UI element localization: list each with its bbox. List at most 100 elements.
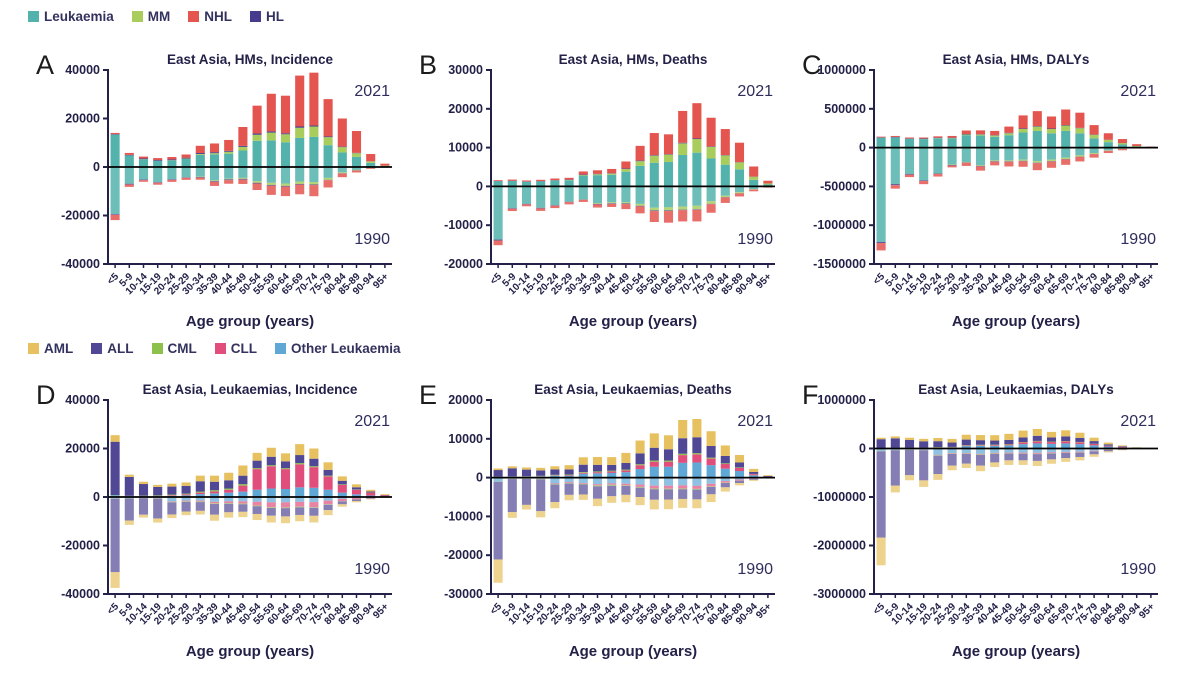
bar-segment-2021-hl <box>280 133 291 135</box>
bar-segment-2021-nhl <box>224 139 234 151</box>
bar-segment-1990-all <box>153 498 163 519</box>
bar-segment-2021-mm <box>1032 126 1042 131</box>
bar-segment-2021-nhl <box>1075 112 1085 128</box>
bar-segment-2021-all <box>649 447 659 461</box>
bar-segment-2021-other-leukaemia <box>1046 443 1057 449</box>
bar-segment-1990-all <box>366 498 376 499</box>
bar-segment-1990-all <box>1004 453 1014 461</box>
bar-segment-1990-all <box>876 451 886 538</box>
bar-segment-2021-mm <box>734 162 745 170</box>
bar-segment-1990-all <box>678 489 688 499</box>
bar-segment-2021-cll <box>990 445 1000 446</box>
legend-hm: Leukaemia MM NHL HL <box>28 9 284 24</box>
bar-segment-1990-all <box>1018 453 1028 461</box>
bar-segment-1990-other-leukaemia <box>933 448 943 455</box>
bar-segment-1990-all <box>933 455 943 475</box>
bar-segment-1990-cll <box>224 501 234 504</box>
bar-segment-1990-aml <box>138 514 149 518</box>
bar-segment-1990-cml <box>266 507 276 508</box>
bar-segment-2021-aml <box>919 438 929 442</box>
panel-C-letter: C <box>802 50 822 80</box>
bar-segment-1990-nhl <box>749 189 759 192</box>
x-axis-title: Age group (years) <box>186 643 314 660</box>
bar-segment-2021-nhl <box>947 135 957 138</box>
bar-segment-2021-other-leukaemia <box>351 494 362 497</box>
bar-segment-2021-leukaemia <box>990 136 1000 148</box>
bar-segment-1990-cml <box>692 488 702 490</box>
bar-segment-1990-mm <box>224 178 234 180</box>
bar-segment-1990-nhl <box>990 161 1000 166</box>
bar-segment-2021-all <box>124 476 134 496</box>
bar-segment-2021-aml <box>890 436 900 439</box>
legend-leuk-label: AML <box>44 341 74 356</box>
bar-segment-1990-all <box>323 504 333 511</box>
bar-segment-1990-other-leukaemia <box>337 497 347 499</box>
x-tick-label: 95+ <box>754 271 774 291</box>
bar-segment-1990-nhl <box>621 204 631 210</box>
bar-segment-2021-nhl <box>380 163 390 166</box>
bar-segment-1990-cll <box>238 501 248 504</box>
bar-segment-1990-leukaemia <box>209 167 220 181</box>
legend-leuk-item-cll: CLL <box>214 341 257 356</box>
bar-segment-2021-aml <box>876 437 886 440</box>
bar-segment-1990-aml <box>124 520 134 525</box>
bar-segment-1990-mm <box>621 202 631 204</box>
bar-segment-1990-cll <box>351 498 362 500</box>
bar-segment-2021-aml <box>904 437 915 440</box>
bar-segment-2021-other-leukaemia <box>607 472 617 478</box>
bar-segment-2021-nhl <box>209 143 220 153</box>
bar-segment-2021-aml <box>663 435 674 450</box>
bar-segment-1990-cll <box>990 452 1000 454</box>
bar-segment-1990-cml <box>635 486 645 488</box>
bar-segment-1990-cll <box>1075 451 1085 453</box>
bar-segment-2021-leukaemia <box>919 139 929 148</box>
bar-segment-1990-cml <box>564 483 574 484</box>
year-label-1990: 1990 <box>737 231 773 248</box>
bar-segment-2021-aml <box>195 475 205 482</box>
bar-segment-1990-aml <box>678 498 688 508</box>
bar-segment-1990-hl <box>933 173 943 175</box>
bar-segment-1990-all <box>592 486 603 499</box>
bar-segment-1990-mm <box>309 182 319 185</box>
legend-hm-item-nhl: NHL <box>188 9 232 24</box>
bar-segment-1990-leukaemia <box>550 186 560 206</box>
legend-leuk-swatch-icon <box>214 343 226 354</box>
y-tick-label: -20000 <box>444 257 483 271</box>
bar-segment-2021-mm <box>990 135 1000 137</box>
bar-segment-2021-cml <box>309 466 319 468</box>
bar-segment-2021-aml <box>1018 430 1028 438</box>
legend-hm-label: MM <box>147 9 171 24</box>
bar-segment-2021-mm <box>337 147 347 153</box>
bar-segment-1990-aml <box>649 499 659 510</box>
legend-hm-label: NHL <box>204 9 233 24</box>
bar-segment-1990-mm <box>720 195 730 198</box>
y-tick-label: -1500000 <box>813 257 866 271</box>
bar-segment-1990-aml <box>706 494 716 503</box>
bar-segment-1990-other-leukaemia <box>1061 448 1071 452</box>
panel-A: A East Asia, HMs, Incidence 40000 20000 0 -2… <box>30 50 430 338</box>
bar-segment-1990-all <box>224 503 234 513</box>
bar-segment-2021-mm <box>1089 134 1099 139</box>
bar-segment-1990-hl <box>678 209 688 211</box>
year-label-1990: 1990 <box>737 561 773 578</box>
bar-segment-2021-cll <box>1004 444 1014 446</box>
year-label-2021: 2021 <box>354 413 390 430</box>
bar-segment-1990-all <box>536 479 546 512</box>
bar-segment-2021-other-leukaemia <box>1004 445 1014 449</box>
bar-segment-2021-mm <box>1132 145 1142 147</box>
bar-segment-2021-nhl <box>153 158 163 161</box>
bar-segment-1990-leukaemia <box>621 186 631 203</box>
bar-segment-2021-aml <box>224 472 234 481</box>
bar-segment-2021-nhl <box>649 133 659 156</box>
bar-segment-1990-nhl <box>521 204 532 207</box>
bar-segment-1990-leukaemia <box>578 186 588 200</box>
bar-segment-2021-all <box>1004 439 1014 445</box>
bar-segment-1990-cll <box>621 483 631 486</box>
bar-segment-2021-cll <box>1018 442 1028 445</box>
bar-segment-2021-nhl <box>607 168 617 174</box>
bar-segment-1990-nhl <box>266 185 276 195</box>
y-tick-label: 0 <box>476 471 483 485</box>
legend-leuk-swatch-icon <box>275 343 286 354</box>
bar-segment-1990-mm <box>323 177 333 180</box>
bar-segment-2021-cll <box>323 476 333 490</box>
